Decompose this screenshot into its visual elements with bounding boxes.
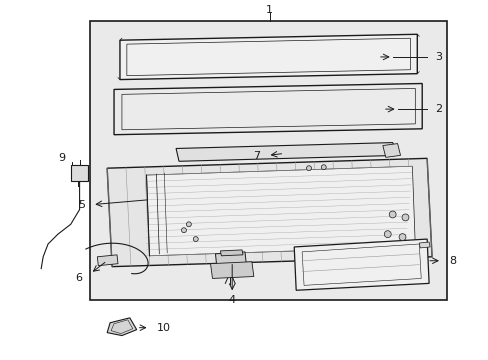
Circle shape xyxy=(186,222,191,227)
Bar xyxy=(90,21,446,300)
Text: 7: 7 xyxy=(252,151,259,161)
Text: 6: 6 xyxy=(75,274,82,283)
Polygon shape xyxy=(294,239,428,290)
Text: 8: 8 xyxy=(448,256,455,266)
Polygon shape xyxy=(210,262,253,278)
Circle shape xyxy=(321,165,325,170)
Text: 4: 4 xyxy=(228,295,235,305)
Polygon shape xyxy=(146,166,414,256)
Polygon shape xyxy=(71,165,88,181)
Polygon shape xyxy=(382,144,400,157)
Polygon shape xyxy=(418,242,429,248)
Text: 3: 3 xyxy=(434,52,441,62)
Text: 1: 1 xyxy=(265,5,272,15)
Circle shape xyxy=(306,166,311,171)
Polygon shape xyxy=(215,252,246,273)
Polygon shape xyxy=(120,34,416,80)
Polygon shape xyxy=(176,143,397,161)
Polygon shape xyxy=(107,158,431,267)
Circle shape xyxy=(388,211,395,218)
Text: 5: 5 xyxy=(79,199,85,210)
Polygon shape xyxy=(107,318,137,336)
Circle shape xyxy=(181,228,186,233)
Text: 9: 9 xyxy=(59,153,66,163)
Polygon shape xyxy=(114,84,421,135)
Circle shape xyxy=(193,237,198,242)
Polygon shape xyxy=(97,255,118,266)
Circle shape xyxy=(401,214,408,221)
Text: 10: 10 xyxy=(156,323,170,333)
Text: 2: 2 xyxy=(434,104,441,114)
Circle shape xyxy=(398,234,405,240)
Polygon shape xyxy=(220,250,243,256)
Circle shape xyxy=(384,231,390,238)
